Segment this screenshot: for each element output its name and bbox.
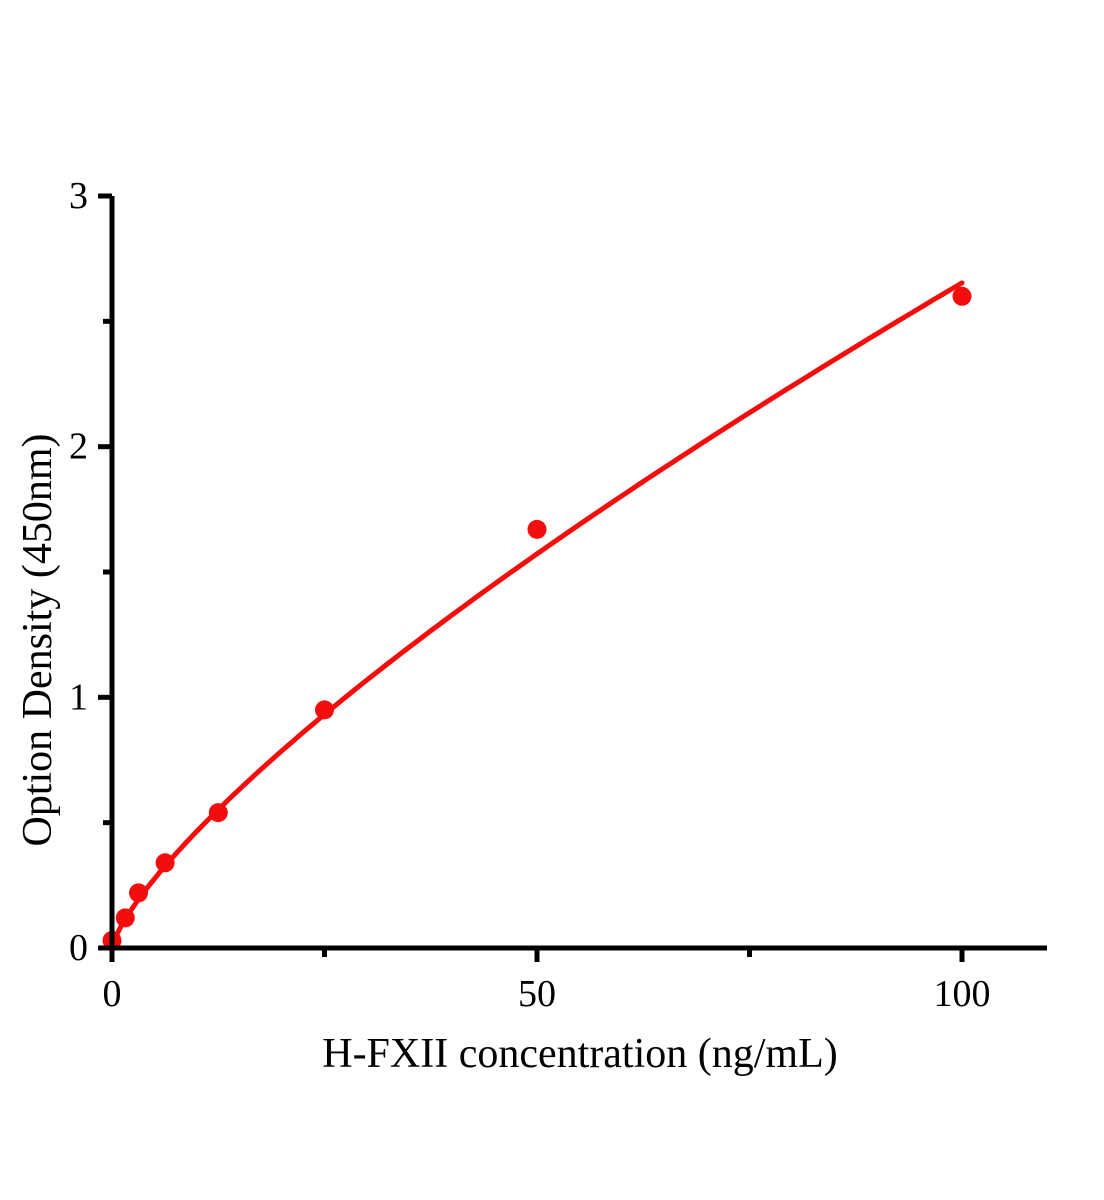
y-tick-label-3: 3 (69, 175, 88, 217)
fit-curve-line (109, 280, 965, 951)
y-tick-label-2: 2 (69, 426, 88, 468)
data-point-1.56 (115, 908, 135, 928)
data-point-50 (527, 519, 547, 539)
y-tick-label-1: 1 (69, 676, 88, 718)
data-point-3.12 (129, 883, 148, 903)
x-tick-label-0: 0 (103, 973, 122, 1015)
x-tick-label-50: 50 (518, 973, 556, 1015)
x-axis-title: H-FXII concentration (ng/mL) (322, 1031, 838, 1077)
data-point-25 (315, 700, 334, 720)
y-axis-title: Option Density (450nm) (15, 434, 61, 847)
data-point-12.5 (208, 803, 228, 823)
y-tick-label-0: 0 (69, 927, 88, 969)
data-point-100 (952, 286, 972, 306)
x-tick-label-100: 100 (934, 973, 991, 1015)
data-point-6.25 (155, 853, 175, 873)
